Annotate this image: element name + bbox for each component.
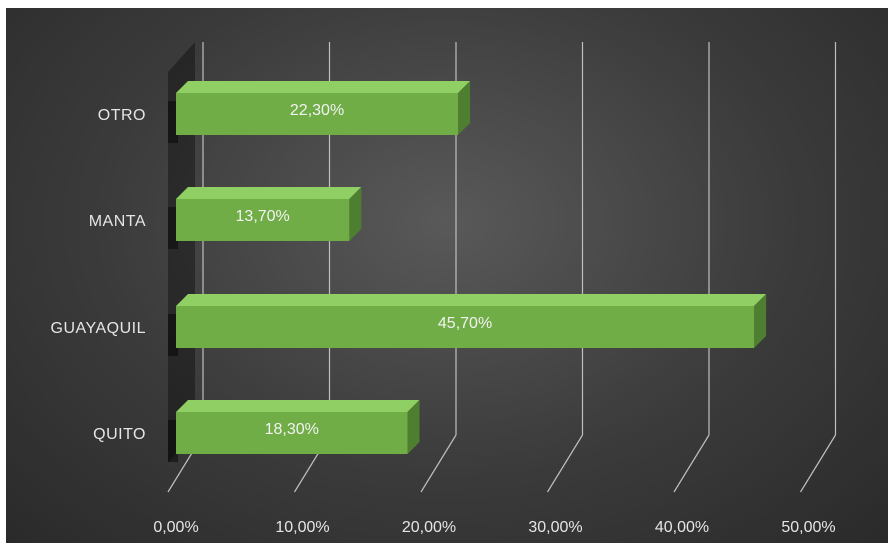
gridline-floor <box>546 434 584 493</box>
bar-top-face <box>176 400 420 412</box>
bars <box>168 81 767 462</box>
data-label: 13,70% <box>236 208 290 225</box>
bar-side-face <box>349 187 362 241</box>
bar-manta <box>176 199 350 241</box>
x-tick-label: 50,00% <box>781 519 835 536</box>
x-tick-label: 0,00% <box>153 519 198 536</box>
bar-otro <box>176 93 459 135</box>
labels: 0,00% 10,00% 20,00% 30,00% 40,00% 50,00% 18,30… <box>51 102 836 536</box>
category-label: QUITO <box>93 426 146 443</box>
bar-side-face <box>458 81 471 135</box>
bar-shadow <box>168 207 178 249</box>
bar-side-face <box>754 294 767 348</box>
data-label: 22,30% <box>290 102 344 119</box>
data-label: 18,30% <box>265 421 319 438</box>
wall-shadow <box>168 42 195 462</box>
category-label: OTRO <box>98 107 146 124</box>
category-label: GUAYAQUIL <box>51 320 146 337</box>
bar-top-face <box>176 187 362 199</box>
gridline-floor <box>673 434 710 493</box>
bar-shadow <box>168 314 178 356</box>
bar-side-face <box>407 400 420 454</box>
x-tick-label: 20,00% <box>402 519 456 536</box>
x-tick-label: 10,00% <box>275 519 329 536</box>
category-label: MANTA <box>89 213 146 230</box>
x-tick-label: 30,00% <box>528 519 582 536</box>
left-wall-shadow <box>168 42 195 462</box>
bar-guayaquil <box>176 306 755 348</box>
gridline-floor <box>799 434 837 493</box>
bar-quito <box>176 412 408 454</box>
bar-shadow <box>168 101 178 143</box>
data-label: 45,70% <box>438 315 492 332</box>
gridline-floor <box>420 434 457 493</box>
bar-shadow <box>168 420 178 462</box>
bar-top-face <box>176 81 471 93</box>
bar-top-face <box>176 294 767 306</box>
x-tick-label: 40,00% <box>655 519 709 536</box>
